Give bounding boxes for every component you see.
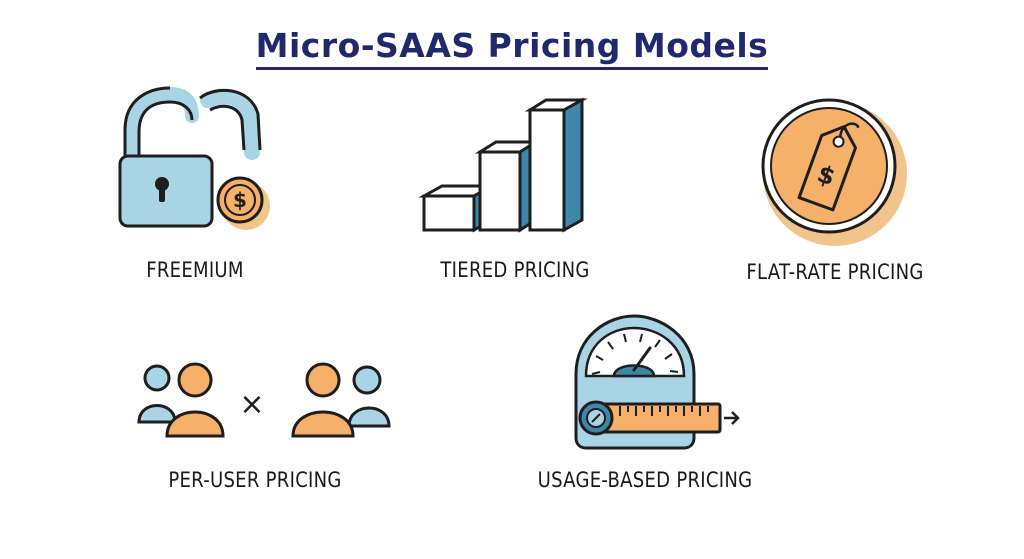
meter-gauge-icon: [574, 314, 740, 450]
multiply-symbol: ×: [239, 387, 264, 422]
label-flat-rate-pricing: FLAT-RATE PRICING: [746, 260, 924, 284]
lock-coin-icon: $: [118, 86, 270, 230]
label-freemium: FREEMIUM: [146, 258, 244, 282]
price-tag-coin-icon: $: [761, 98, 907, 246]
bar-steps-icon: [418, 97, 588, 233]
label-per-user-pricing: PER-USER PRICING: [168, 468, 342, 492]
users-multiply-icon: ×: [137, 362, 391, 438]
page-title-text: Micro-SAAS Pricing Models: [255, 26, 769, 70]
label-tiered-pricing: TIERED PRICING: [440, 258, 590, 282]
page-title: Micro-SAAS Pricing Models: [0, 26, 1024, 70]
coin-symbol: $: [233, 188, 247, 212]
label-usage-based-pricing: USAGE-BASED PRICING: [537, 468, 753, 492]
